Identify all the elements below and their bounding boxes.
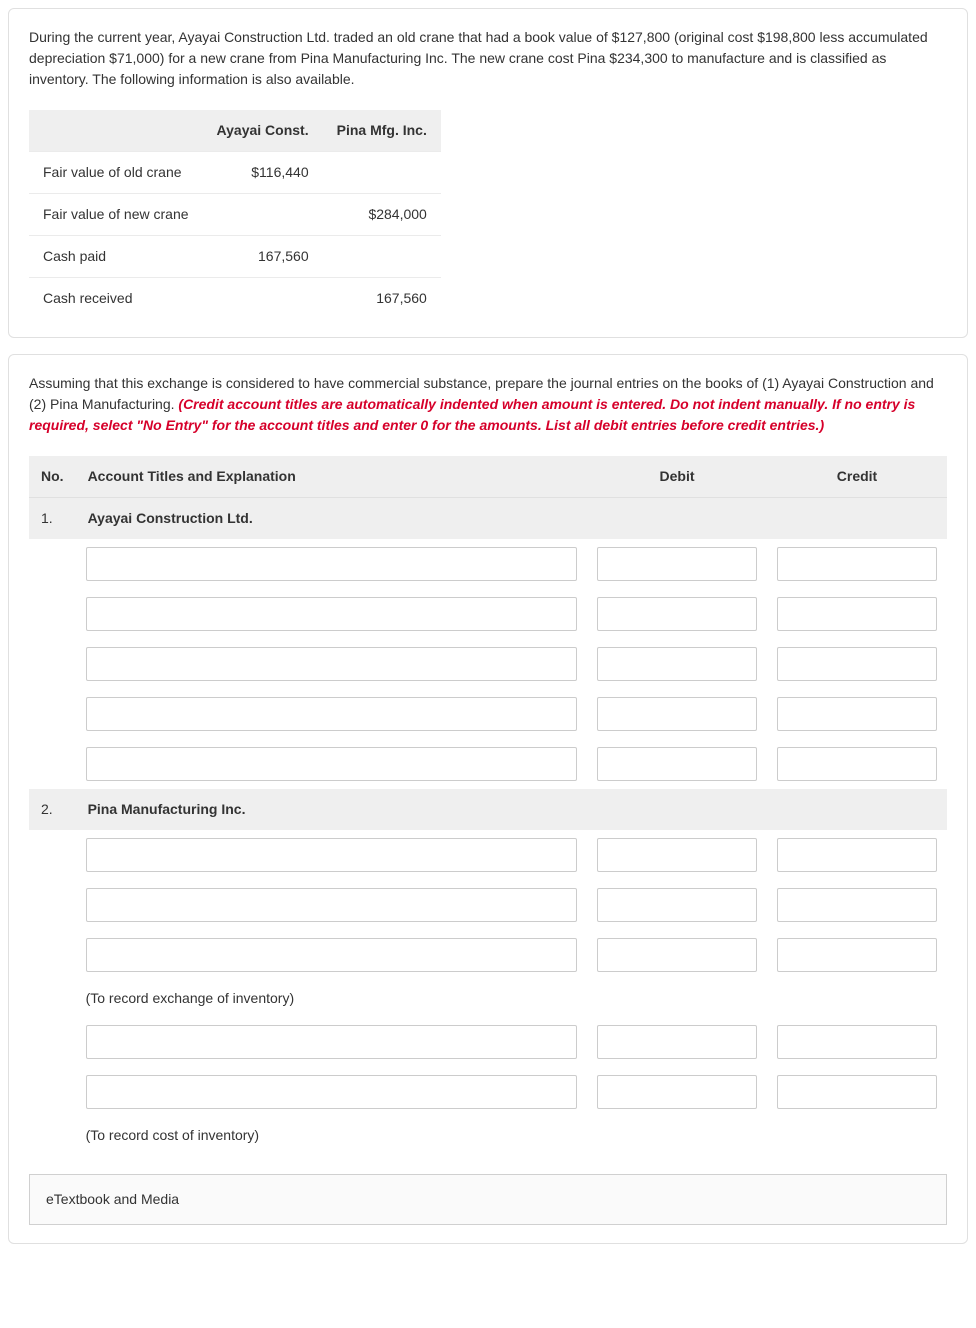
debit-input[interactable]: [597, 747, 757, 781]
account-input[interactable]: [86, 938, 577, 972]
credit-input[interactable]: [777, 747, 937, 781]
row-val-c2: $284,000: [323, 194, 441, 236]
answer-panel: Assuming that this exchange is considere…: [8, 354, 968, 1244]
header-debit: Debit: [587, 456, 767, 498]
credit-input[interactable]: [777, 938, 937, 972]
row-label: Cash paid: [29, 236, 203, 278]
problem-panel: During the current year, Ayayai Construc…: [8, 8, 968, 338]
etextbook-button[interactable]: eTextbook and Media: [29, 1174, 947, 1225]
section-1-title: Ayayai Construction Ltd.: [76, 498, 947, 540]
debit-input[interactable]: [597, 1075, 757, 1109]
row-label: Cash received: [29, 278, 203, 320]
account-input[interactable]: [86, 697, 577, 731]
credit-input[interactable]: [777, 838, 937, 872]
note-cost: (To record cost of inventory): [76, 1117, 947, 1154]
section-2-title: Pina Manufacturing Inc.: [76, 789, 947, 830]
row-val-c2: 167,560: [323, 278, 441, 320]
header-credit: Credit: [767, 456, 947, 498]
row-label: Fair value of old crane: [29, 152, 203, 194]
entry-row: [29, 880, 947, 930]
entry-row: [29, 830, 947, 880]
section-2-header: 2. Pina Manufacturing Inc.: [29, 789, 947, 830]
row-val-c1: [203, 278, 323, 320]
debit-input[interactable]: [597, 1025, 757, 1059]
debit-input[interactable]: [597, 597, 757, 631]
debit-input[interactable]: [597, 888, 757, 922]
col-header-ayayai: Ayayai Const.: [203, 110, 323, 152]
section-1-header: 1. Ayayai Construction Ltd.: [29, 498, 947, 540]
credit-input[interactable]: [777, 597, 937, 631]
account-input[interactable]: [86, 888, 577, 922]
col-header-pina: Pina Mfg. Inc.: [323, 110, 441, 152]
entry-row: [29, 589, 947, 639]
intro-paragraph: During the current year, Ayayai Construc…: [29, 27, 947, 90]
credit-input[interactable]: [777, 547, 937, 581]
entry-row: [29, 689, 947, 739]
section-1-no: 1.: [29, 498, 76, 540]
entry-row: [29, 1067, 947, 1117]
note-row: (To record cost of inventory): [29, 1117, 947, 1154]
account-input[interactable]: [86, 747, 577, 781]
row-val-c2: [323, 236, 441, 278]
table-row: Cash paid 167,560: [29, 236, 441, 278]
entry-row: [29, 739, 947, 789]
row-val-c1: $116,440: [203, 152, 323, 194]
header-account: Account Titles and Explanation: [76, 456, 587, 498]
section-2-no: 2.: [29, 789, 76, 830]
debit-input[interactable]: [597, 547, 757, 581]
credit-input[interactable]: [777, 1025, 937, 1059]
header-no: No.: [29, 456, 76, 498]
journal-entry-table: No. Account Titles and Explanation Debit…: [29, 456, 947, 1154]
debit-input[interactable]: [597, 697, 757, 731]
account-input[interactable]: [86, 647, 577, 681]
row-label: Fair value of new crane: [29, 194, 203, 236]
given-data-table: Ayayai Const. Pina Mfg. Inc. Fair value …: [29, 110, 441, 319]
table-row: Fair value of old crane $116,440: [29, 152, 441, 194]
debit-input[interactable]: [597, 938, 757, 972]
row-val-c1: [203, 194, 323, 236]
entry-row: [29, 930, 947, 980]
account-input[interactable]: [86, 1025, 577, 1059]
account-input[interactable]: [86, 838, 577, 872]
entry-row: [29, 1017, 947, 1067]
table-corner: [29, 110, 203, 152]
account-input[interactable]: [86, 597, 577, 631]
account-input[interactable]: [86, 1075, 577, 1109]
table-row: Cash received 167,560: [29, 278, 441, 320]
entry-row: [29, 539, 947, 589]
credit-input[interactable]: [777, 888, 937, 922]
row-val-c2: [323, 152, 441, 194]
credit-input[interactable]: [777, 697, 937, 731]
row-val-c1: 167,560: [203, 236, 323, 278]
note-row: (To record exchange of inventory): [29, 980, 947, 1017]
instruction-text: Assuming that this exchange is considere…: [29, 373, 947, 436]
account-input[interactable]: [86, 547, 577, 581]
credit-input[interactable]: [777, 1075, 937, 1109]
debit-input[interactable]: [597, 838, 757, 872]
debit-input[interactable]: [597, 647, 757, 681]
entry-row: [29, 639, 947, 689]
table-row: Fair value of new crane $284,000: [29, 194, 441, 236]
note-exchange: (To record exchange of inventory): [76, 980, 947, 1017]
credit-input[interactable]: [777, 647, 937, 681]
